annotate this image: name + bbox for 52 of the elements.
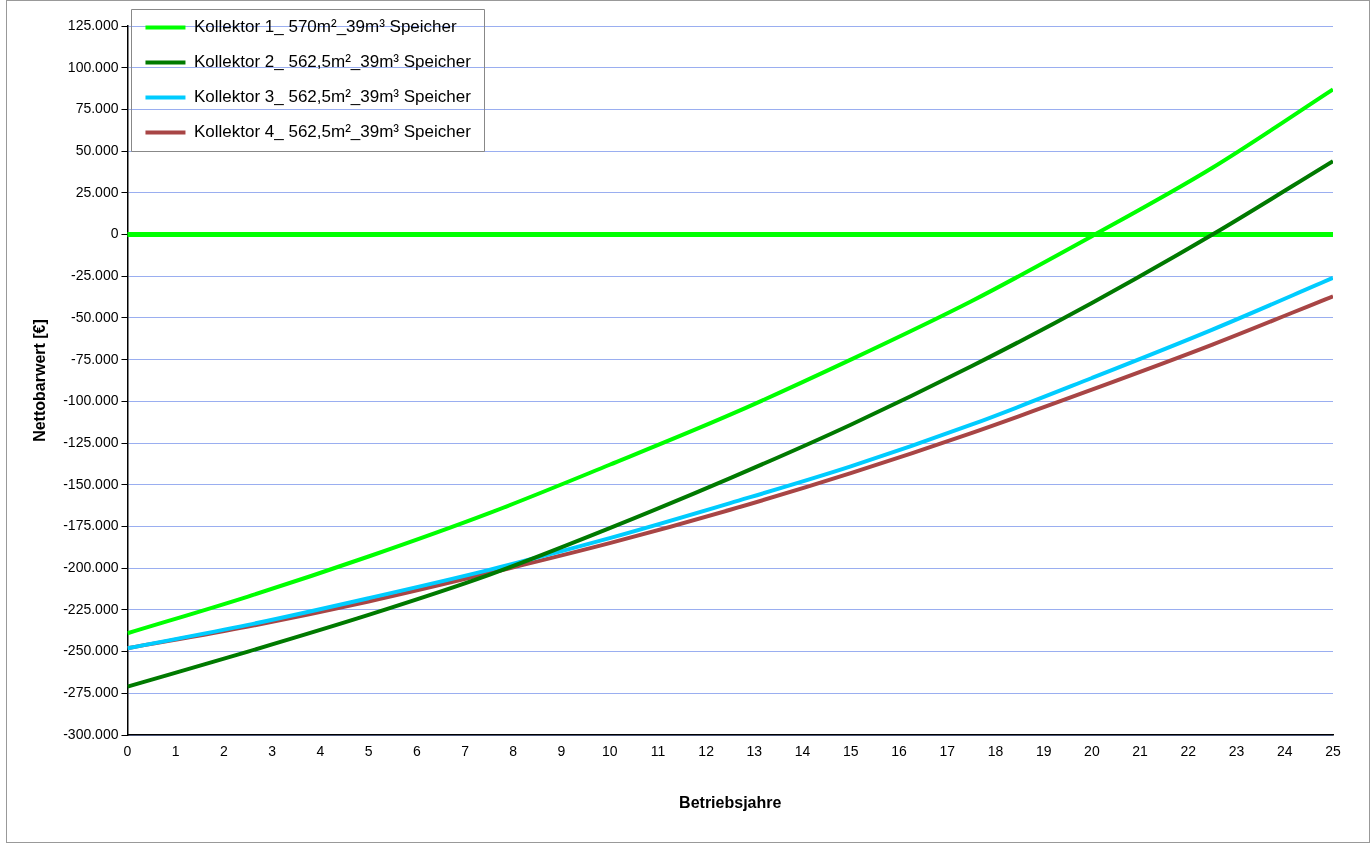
y-tick-label: -275.000 [63,684,119,701]
y-tick-label: -200.000 [63,559,119,576]
x-tick-label: 25 [1325,743,1341,760]
x-tick-label: 11 [650,743,666,760]
y-tick-label: -300.000 [63,725,119,742]
y-tick-label: -225.000 [63,600,119,617]
x-tick-label: 19 [1035,743,1052,760]
x-tick-label: 24 [1276,743,1293,760]
y-tick-label: -250.000 [63,642,119,659]
y-tick-label: 100.000 [67,58,119,75]
line-series [127,87,1333,636]
x-tick-label: 18 [987,743,1004,760]
legend-label: Kollektor 1_ 570m²_39m³ Speicher [193,17,457,37]
x-tick-label: 17 [939,743,956,760]
x-tick-label: 9 [557,743,566,760]
x-tick-label: 2 [220,743,229,760]
y-tick-label: -25.000 [70,267,119,284]
x-axis-title: Betriebsjahre [679,793,782,811]
x-tick-label: 13 [746,743,763,760]
y-tick-label: -50.000 [70,308,119,325]
y-tick-label: -75.000 [70,350,119,367]
x-tick-label: 1 [171,743,180,760]
x-tick-label: 6 [412,743,421,760]
y-tick-label: 25.000 [75,183,119,200]
x-tick-label: 15 [843,743,859,760]
legend-label: Kollektor 2_ 562,5m²_39m³ Speicher [193,52,472,72]
x-tick-label: 22 [1180,743,1197,760]
x-tick-label: 0 [123,743,132,760]
x-tick-label: 3 [268,743,277,760]
x-tick-label: 14 [794,743,811,760]
legend-label: Kollektor 3_ 562,5m²_39m³ Speicher [193,87,472,107]
x-tick-label: 5 [364,743,373,760]
y-tick-label: -100.000 [63,392,119,409]
legend-label: Kollektor 4_ 562,5m²_39m³ Speicher [193,122,472,142]
x-tick-label: 4 [316,743,325,760]
x-tick-label: 20 [1084,743,1100,760]
y-tick-label: 0 [110,225,119,242]
x-tick-label: 10 [601,743,618,760]
x-tick-label: 23 [1228,743,1245,760]
y-tick-label: 50.000 [75,141,119,158]
y-tick-label: 75.000 [75,100,119,117]
y-axis-title: Nettobarwert [€] [31,319,49,442]
y-tick-label: -125.000 [63,433,119,450]
x-tick-label: 12 [698,743,715,760]
x-tick-label: 8 [509,743,518,760]
y-tick-label: -175.000 [63,517,119,534]
y-tick-label: 125.000 [67,16,119,33]
line-series [127,159,1333,689]
x-tick-label: 16 [891,743,908,760]
x-tick-label: 21 [1132,743,1149,760]
y-tick-label: -150.000 [63,475,119,492]
x-tick-label: 7 [461,743,470,760]
